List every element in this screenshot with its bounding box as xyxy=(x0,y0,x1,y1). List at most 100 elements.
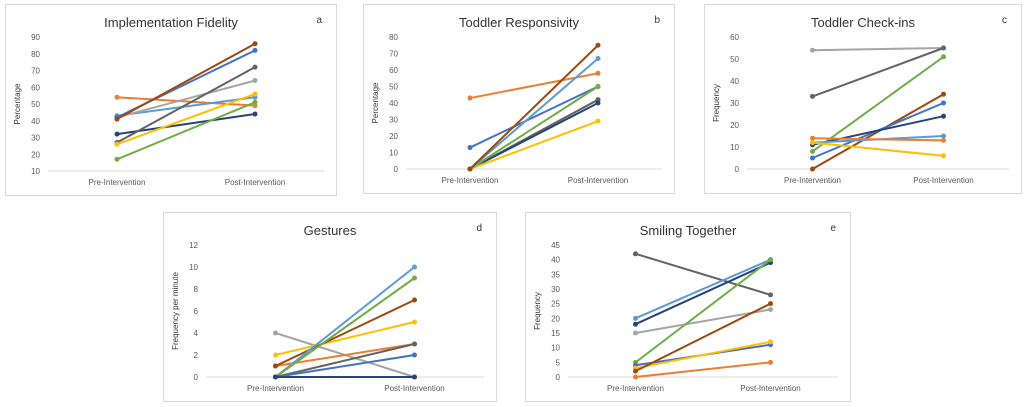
data-point-lightblue xyxy=(941,133,946,139)
panel-letter: b xyxy=(654,15,660,26)
y-tick-label: 0 xyxy=(194,373,199,382)
chart-title: Smiling Together xyxy=(639,223,737,238)
y-tick-label: 5 xyxy=(556,358,561,367)
y-tick-label: 8 xyxy=(194,285,199,294)
data-point-brown xyxy=(273,363,278,369)
y-tick-label: 80 xyxy=(31,50,40,59)
data-point-orange xyxy=(595,70,601,76)
series-line-darkgray xyxy=(275,343,415,378)
chart-title: Implementation Fidelity xyxy=(104,15,238,30)
data-point-darkgray xyxy=(252,64,258,70)
y-axis-label: Percentage xyxy=(13,83,22,124)
y-tick-label: 90 xyxy=(31,33,40,42)
y-tick-label: 25 xyxy=(551,300,560,309)
data-point-gray xyxy=(252,78,258,84)
series-line-green xyxy=(634,258,772,364)
data-point-brown xyxy=(114,116,120,122)
series-line-yellow xyxy=(275,321,415,356)
y-tick-label: 40 xyxy=(31,117,40,126)
y-axis-label: Frequency per minute xyxy=(171,272,180,350)
panel-letter: c xyxy=(1002,15,1007,26)
y-tick-label: 10 xyxy=(551,344,560,353)
plot-area: 0 5 10 15 20 25 30 35 40 45 Pre-Intervention Post-I… xyxy=(533,241,838,393)
data-point-brown xyxy=(595,42,601,48)
y-tick-label: 6 xyxy=(194,307,199,316)
y-tick-label: 4 xyxy=(194,329,199,338)
series-line-yellow xyxy=(116,93,256,146)
y-tick-label: 80 xyxy=(389,33,398,42)
data-point-yellow xyxy=(114,141,120,147)
panel-letter: e xyxy=(830,223,836,234)
data-point-brown xyxy=(252,41,258,47)
chart-gestures: Gestures d 0 2 4 6 8 10 12 Pre-Intervention Post-I… xyxy=(163,212,497,402)
y-tick-label: 60 xyxy=(730,33,739,42)
data-point-darkgray xyxy=(941,45,946,51)
data-point-brown xyxy=(768,301,773,307)
data-point-darkgray xyxy=(412,341,417,347)
data-point-darkgray xyxy=(768,292,773,298)
x-tick-label: Pre-Intervention xyxy=(247,384,304,393)
data-point-green xyxy=(595,84,601,89)
series-line-lightblue xyxy=(635,258,771,320)
series-line-darkgray xyxy=(635,252,771,296)
data-point-green xyxy=(768,257,773,263)
data-point-blue xyxy=(412,352,417,358)
data-point-blue xyxy=(941,100,946,106)
y-tick-label: 70 xyxy=(31,67,40,76)
data-point-lightblue xyxy=(595,55,601,61)
data-point-green xyxy=(114,156,120,162)
series-line-darkblue xyxy=(469,102,599,170)
data-point-blue xyxy=(252,47,258,53)
series-line-brown xyxy=(275,299,415,367)
data-point-darkblue xyxy=(114,131,120,137)
data-point-darkblue xyxy=(412,374,417,380)
series-line-green xyxy=(116,101,256,161)
series-line-orange xyxy=(812,137,944,142)
series-line-lightblue xyxy=(274,266,416,378)
series-line-gray xyxy=(116,79,256,119)
data-point-darkblue xyxy=(595,100,601,106)
data-point-gray xyxy=(768,307,773,313)
y-tick-label: 30 xyxy=(31,134,40,143)
x-tick-label: Pre-Intervention xyxy=(442,176,499,185)
data-point-gray xyxy=(633,330,638,336)
x-tick-label: Post-Intervention xyxy=(740,384,800,393)
data-point-yellow xyxy=(810,140,815,146)
chart-toddler-responsivity: Toddler Responsivity b 0 10 20 30 40 50 60 70 80 Pr… xyxy=(363,4,675,194)
y-tick-label: 50 xyxy=(389,83,398,92)
data-point-gray xyxy=(810,47,815,53)
chart-smiling-together: Smiling Together e 0 5 10 15 20 25 30 35 40 45 Pre-I… xyxy=(525,212,851,402)
data-point-orange xyxy=(467,95,473,101)
plot-area: 0 2 4 6 8 10 12 Pre-Intervention Post-Interventi… xyxy=(171,241,484,393)
x-tick-label: Post-Intervention xyxy=(384,384,444,393)
y-tick-label: 20 xyxy=(389,132,398,141)
series-line-darkblue xyxy=(812,115,944,146)
y-tick-label: 20 xyxy=(31,150,40,159)
y-tick-label: 50 xyxy=(31,100,40,109)
y-tick-label: 20 xyxy=(551,314,560,323)
data-point-orange xyxy=(768,359,773,365)
data-point-brown xyxy=(633,368,638,374)
series-line-blue xyxy=(275,354,415,378)
y-tick-label: 12 xyxy=(189,241,198,250)
series-line-brown xyxy=(812,93,944,170)
data-point-yellow xyxy=(273,352,278,358)
y-tick-label: 30 xyxy=(730,99,739,108)
data-point-yellow xyxy=(941,153,946,159)
y-tick-label: 0 xyxy=(735,165,740,174)
data-point-darkblue xyxy=(273,374,278,380)
y-tick-label: 10 xyxy=(730,143,739,152)
data-point-orange xyxy=(633,374,638,380)
series-line-yellow xyxy=(469,120,599,170)
data-point-darkgray xyxy=(633,251,638,257)
x-tick-label: Pre-Intervention xyxy=(89,178,146,187)
y-tick-label: 40 xyxy=(389,99,398,108)
series-line-orange xyxy=(469,72,599,100)
chart-title: Toddler Check-ins xyxy=(810,15,916,30)
y-tick-label: 15 xyxy=(551,329,560,338)
y-axis-label: Percentage xyxy=(371,82,380,123)
series-line-orange xyxy=(635,361,771,378)
data-point-brown xyxy=(941,91,946,97)
panel-letter: d xyxy=(476,223,482,234)
y-tick-label: 10 xyxy=(389,149,398,158)
